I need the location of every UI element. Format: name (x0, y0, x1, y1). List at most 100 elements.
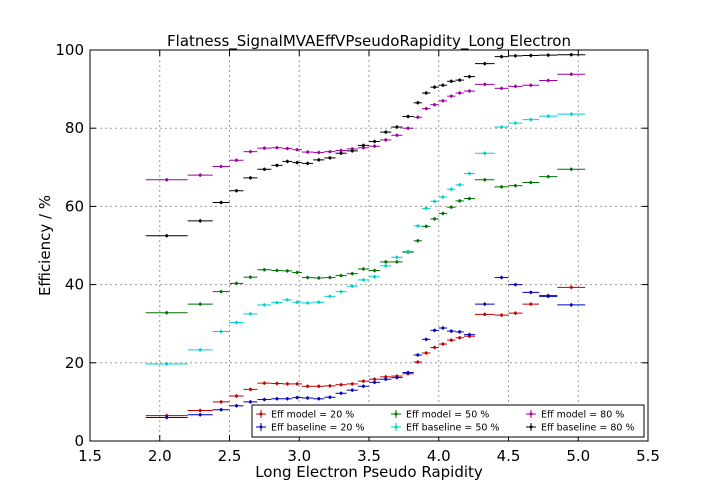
data-point (361, 267, 365, 271)
data-point (219, 400, 223, 404)
data-point (424, 206, 428, 210)
y-tick-label: 60 (65, 197, 84, 215)
data-point (295, 300, 299, 304)
data-point (384, 377, 388, 381)
legend-entry: Eff model = 80 % (526, 410, 624, 421)
data-point (234, 404, 238, 408)
data-point (306, 161, 310, 165)
x-tick-label: 4.0 (427, 447, 451, 465)
data-point (373, 139, 377, 143)
data-point (285, 269, 289, 273)
legend: Eff model = 20 % Eff baseline = 20 % Eff m… (251, 404, 645, 438)
data-point (328, 384, 332, 388)
chart-title: Flatness_SignalMVAEffVPseudoRapidity_Lon… (167, 32, 571, 51)
data-point (433, 103, 437, 107)
x-tick-label: 4.5 (497, 447, 521, 465)
data-point (361, 143, 365, 147)
data-point (449, 187, 453, 191)
data-point (295, 148, 299, 152)
data-point (500, 55, 504, 59)
x-tick-label: 5.0 (566, 447, 590, 465)
data-point (424, 224, 428, 228)
data-point (275, 301, 279, 305)
data-point (458, 199, 462, 203)
data-point (339, 148, 343, 152)
data-point (569, 303, 573, 307)
data-point (467, 89, 471, 93)
data-point (198, 348, 202, 352)
data-point (458, 330, 462, 334)
data-point (306, 301, 310, 305)
data-point (500, 276, 504, 280)
y-tick-label: 0 (74, 432, 84, 450)
data-point (500, 185, 504, 189)
y-axis-label: Efficiency / % (36, 195, 54, 296)
data-point (546, 175, 550, 179)
legend-entry: Eff model = 50 % (391, 410, 489, 421)
data-point (373, 377, 377, 381)
data-point (546, 294, 550, 298)
data-point (441, 326, 445, 330)
legend-marker-dot (259, 412, 263, 416)
x-tick-label: 5.5 (636, 447, 660, 465)
data-point (328, 276, 332, 280)
data-point (339, 391, 343, 395)
legend-marker-dot (394, 412, 398, 416)
data-point (416, 101, 420, 105)
x-tick-label: 2.5 (218, 447, 242, 465)
data-point (339, 151, 343, 155)
data-point (384, 138, 388, 142)
data-point (433, 346, 437, 350)
y-tick-label: 100 (55, 41, 84, 59)
data-point (433, 85, 437, 89)
data-point (416, 360, 420, 364)
data-point (395, 260, 399, 264)
data-point (395, 255, 399, 259)
data-point (569, 53, 573, 57)
series-3 (145, 167, 586, 315)
data-point (416, 353, 420, 357)
series-4 (145, 112, 586, 366)
data-point (361, 384, 365, 388)
ticks: 1.5 2.0 2.5 3.0 3.5 4.0 4.5 5.0 5.5 0 20 40 60 80 100 (55, 41, 660, 465)
data-point (317, 384, 321, 388)
data-point (248, 312, 252, 316)
data-point (416, 239, 420, 243)
data-point (424, 337, 428, 341)
data-point (529, 181, 533, 185)
data-point (500, 313, 504, 317)
data-point (373, 269, 377, 273)
data-point (285, 382, 289, 386)
data-point (441, 83, 445, 87)
data-point (275, 163, 279, 167)
data-point (219, 165, 223, 169)
legend-label: Eff baseline = 50 % (406, 423, 500, 434)
data-point (339, 290, 343, 294)
data-point (285, 397, 289, 401)
data-point (449, 329, 453, 333)
data-point (449, 94, 453, 98)
legend-marker-dot (259, 425, 263, 429)
legend-label: Eff model = 20 % (271, 410, 354, 421)
data-point (406, 249, 410, 253)
legend-entry: Eff baseline = 50 % (391, 423, 500, 434)
data-point (165, 416, 169, 420)
data-point (306, 396, 310, 400)
data-point (285, 147, 289, 151)
data-point (361, 146, 365, 150)
legend-label: Eff model = 80 % (541, 410, 624, 421)
data-point (458, 78, 462, 82)
data-point (467, 197, 471, 201)
data-point (513, 283, 517, 287)
data-point (513, 121, 517, 125)
legend-label: Eff model = 50 % (406, 410, 489, 421)
data-point (328, 294, 332, 298)
legend-marker-dot (529, 412, 533, 416)
data-point (198, 409, 202, 413)
data-point (513, 184, 517, 188)
data-point (248, 275, 252, 279)
data-point (262, 146, 266, 150)
data-point (433, 217, 437, 221)
data-point (529, 302, 533, 306)
